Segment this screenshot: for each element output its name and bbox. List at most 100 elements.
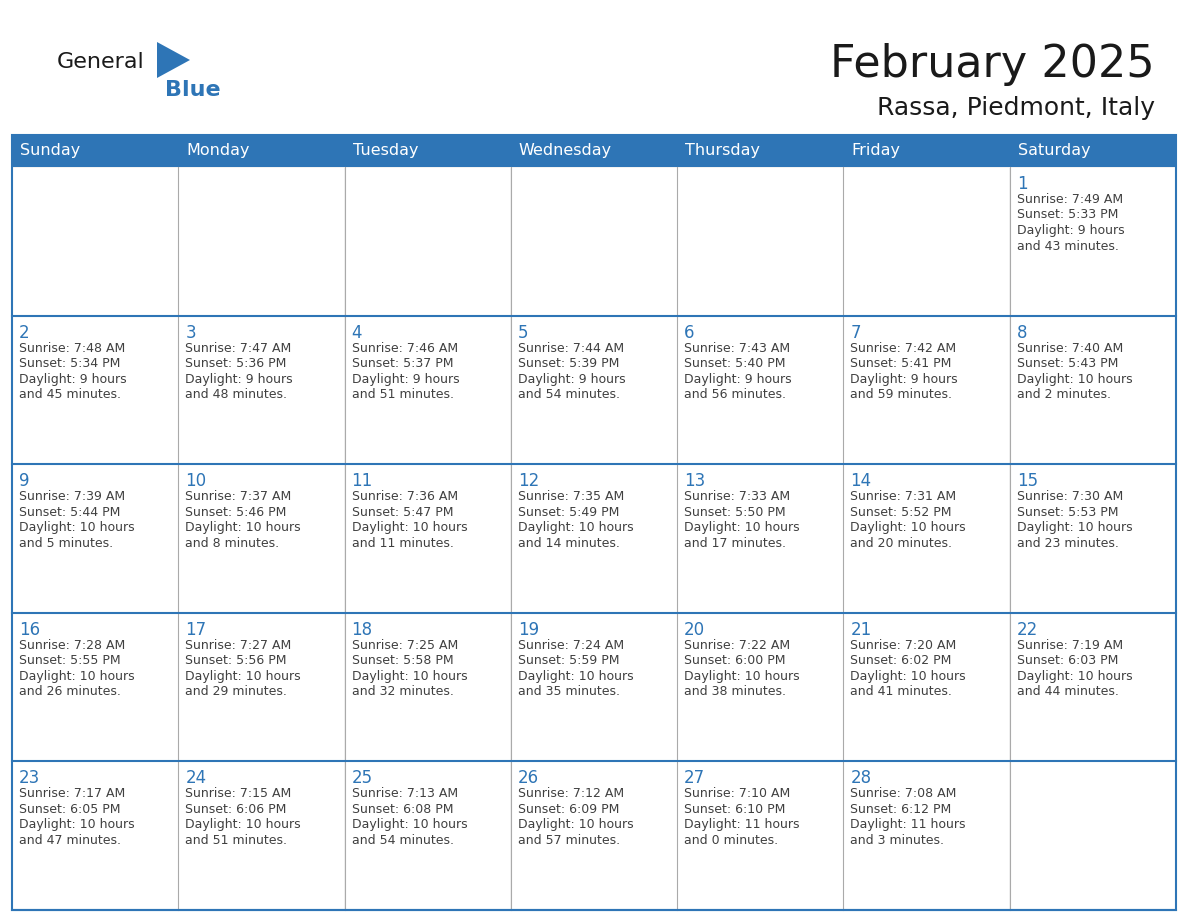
Text: Daylight: 10 hours: Daylight: 10 hours <box>185 819 301 832</box>
Bar <box>1010 613 1175 761</box>
Polygon shape <box>157 42 190 78</box>
Bar <box>511 762 677 910</box>
Bar <box>511 316 677 464</box>
Text: Sunset: 5:58 PM: Sunset: 5:58 PM <box>352 655 453 667</box>
Bar <box>843 316 1010 464</box>
Text: and 47 minutes.: and 47 minutes. <box>19 834 121 847</box>
Text: Daylight: 11 hours: Daylight: 11 hours <box>851 819 966 832</box>
Bar <box>12 135 1176 910</box>
Text: 18: 18 <box>352 621 373 639</box>
Text: and 11 minutes.: and 11 minutes. <box>352 537 454 550</box>
Text: 14: 14 <box>851 472 872 490</box>
Text: 25: 25 <box>352 769 373 788</box>
Text: Blue: Blue <box>165 80 221 100</box>
Text: Daylight: 10 hours: Daylight: 10 hours <box>1017 373 1132 386</box>
Text: and 45 minutes.: and 45 minutes. <box>19 388 121 401</box>
Text: 11: 11 <box>352 472 373 490</box>
Text: Daylight: 9 hours: Daylight: 9 hours <box>518 373 626 386</box>
Text: Sunrise: 7:22 AM: Sunrise: 7:22 AM <box>684 639 790 652</box>
Text: Sunrise: 7:40 AM: Sunrise: 7:40 AM <box>1017 341 1123 354</box>
Text: 13: 13 <box>684 472 706 490</box>
Text: Daylight: 10 hours: Daylight: 10 hours <box>352 670 467 683</box>
Text: Sunrise: 7:37 AM: Sunrise: 7:37 AM <box>185 490 291 503</box>
Bar <box>345 135 511 167</box>
Text: Daylight: 10 hours: Daylight: 10 hours <box>684 670 800 683</box>
Text: 20: 20 <box>684 621 706 639</box>
Text: Rassa, Piedmont, Italy: Rassa, Piedmont, Italy <box>877 96 1155 120</box>
Text: Sunrise: 7:28 AM: Sunrise: 7:28 AM <box>19 639 125 652</box>
Text: 4: 4 <box>352 324 362 341</box>
Bar <box>511 135 677 167</box>
Text: 7: 7 <box>851 324 861 341</box>
Text: Sunset: 5:59 PM: Sunset: 5:59 PM <box>518 655 619 667</box>
Text: Daylight: 10 hours: Daylight: 10 hours <box>518 521 633 534</box>
Text: and 57 minutes.: and 57 minutes. <box>518 834 620 847</box>
Text: Sunrise: 7:13 AM: Sunrise: 7:13 AM <box>352 788 457 800</box>
Text: Sunset: 6:08 PM: Sunset: 6:08 PM <box>352 803 453 816</box>
Text: Daylight: 10 hours: Daylight: 10 hours <box>352 521 467 534</box>
Text: Sunrise: 7:33 AM: Sunrise: 7:33 AM <box>684 490 790 503</box>
Bar <box>13 316 178 464</box>
Text: Sunrise: 7:19 AM: Sunrise: 7:19 AM <box>1017 639 1123 652</box>
Text: Sunset: 5:53 PM: Sunset: 5:53 PM <box>1017 506 1118 519</box>
Text: 23: 23 <box>19 769 40 788</box>
Bar <box>178 316 345 464</box>
Text: Sunset: 5:33 PM: Sunset: 5:33 PM <box>1017 208 1118 221</box>
Bar <box>843 167 1010 315</box>
Text: Daylight: 10 hours: Daylight: 10 hours <box>19 670 134 683</box>
Text: Sunset: 5:52 PM: Sunset: 5:52 PM <box>851 506 952 519</box>
Text: Sunset: 5:46 PM: Sunset: 5:46 PM <box>185 506 286 519</box>
Text: Sunset: 6:02 PM: Sunset: 6:02 PM <box>851 655 952 667</box>
Text: Daylight: 9 hours: Daylight: 9 hours <box>851 373 958 386</box>
Text: and 8 minutes.: and 8 minutes. <box>185 537 279 550</box>
Text: Sunrise: 7:47 AM: Sunrise: 7:47 AM <box>185 341 291 354</box>
Text: Saturday: Saturday <box>1018 143 1091 159</box>
Text: and 51 minutes.: and 51 minutes. <box>185 834 287 847</box>
Text: Daylight: 9 hours: Daylight: 9 hours <box>19 373 127 386</box>
Text: Sunset: 5:56 PM: Sunset: 5:56 PM <box>185 655 286 667</box>
Text: and 43 minutes.: and 43 minutes. <box>1017 240 1119 252</box>
Text: February 2025: February 2025 <box>830 43 1155 86</box>
Bar <box>677 135 843 167</box>
Text: Friday: Friday <box>852 143 901 159</box>
Text: and 35 minutes.: and 35 minutes. <box>518 686 620 699</box>
Text: Sunrise: 7:39 AM: Sunrise: 7:39 AM <box>19 490 125 503</box>
Text: 6: 6 <box>684 324 695 341</box>
Text: and 17 minutes.: and 17 minutes. <box>684 537 786 550</box>
Bar <box>677 167 843 315</box>
Text: Sunrise: 7:43 AM: Sunrise: 7:43 AM <box>684 341 790 354</box>
Text: Sunset: 6:00 PM: Sunset: 6:00 PM <box>684 655 785 667</box>
Text: and 51 minutes.: and 51 minutes. <box>352 388 454 401</box>
Text: Wednesday: Wednesday <box>519 143 612 159</box>
Text: Sunset: 5:34 PM: Sunset: 5:34 PM <box>19 357 120 370</box>
Text: Daylight: 10 hours: Daylight: 10 hours <box>684 521 800 534</box>
Text: Daylight: 10 hours: Daylight: 10 hours <box>1017 521 1132 534</box>
Text: Daylight: 10 hours: Daylight: 10 hours <box>851 670 966 683</box>
Text: and 44 minutes.: and 44 minutes. <box>1017 686 1119 699</box>
Text: 9: 9 <box>19 472 30 490</box>
Text: Sunrise: 7:20 AM: Sunrise: 7:20 AM <box>851 639 956 652</box>
Text: Monday: Monday <box>187 143 249 159</box>
Text: Sunrise: 7:44 AM: Sunrise: 7:44 AM <box>518 341 624 354</box>
Bar <box>178 465 345 612</box>
Text: 24: 24 <box>185 769 207 788</box>
Text: 27: 27 <box>684 769 706 788</box>
Bar <box>12 135 178 167</box>
Bar <box>1010 762 1175 910</box>
Text: Sunrise: 7:12 AM: Sunrise: 7:12 AM <box>518 788 624 800</box>
Bar <box>677 316 843 464</box>
Text: Daylight: 9 hours: Daylight: 9 hours <box>684 373 791 386</box>
Text: and 56 minutes.: and 56 minutes. <box>684 388 786 401</box>
Text: Daylight: 10 hours: Daylight: 10 hours <box>1017 670 1132 683</box>
Bar <box>178 135 345 167</box>
Text: and 54 minutes.: and 54 minutes. <box>352 834 454 847</box>
Text: and 3 minutes.: and 3 minutes. <box>851 834 944 847</box>
Text: Sunrise: 7:10 AM: Sunrise: 7:10 AM <box>684 788 790 800</box>
Text: Sunset: 5:41 PM: Sunset: 5:41 PM <box>851 357 952 370</box>
Bar <box>843 465 1010 612</box>
Text: 1: 1 <box>1017 175 1028 193</box>
Text: 12: 12 <box>518 472 539 490</box>
Text: Sunset: 6:09 PM: Sunset: 6:09 PM <box>518 803 619 816</box>
Text: Thursday: Thursday <box>685 143 760 159</box>
Text: Sunset: 5:49 PM: Sunset: 5:49 PM <box>518 506 619 519</box>
